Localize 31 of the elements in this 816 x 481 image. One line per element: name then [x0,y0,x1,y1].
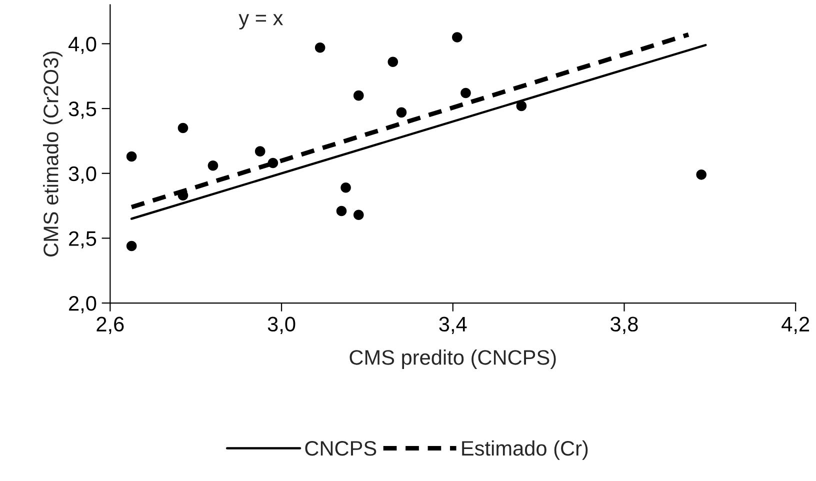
point [452,32,462,42]
x-axis-title: CMS predito (CNCPS) [350,350,556,369]
x-tick-label: 4,2 [782,316,810,334]
point [336,206,347,216]
point [340,182,351,193]
point [696,170,706,180]
y-axis-title: CMS etimado (Cr2O3) [43,52,62,256]
y-tick-label: 3,5 [68,102,96,119]
point [396,107,407,118]
x-tick-label: 3,0 [268,316,296,334]
point [314,42,326,53]
x-tick-label: 3,4 [439,316,467,334]
point [126,240,137,252]
point [516,100,527,112]
legend-label: CNCPS [305,440,376,456]
point [254,146,266,156]
y-tick-label: 3,0 [68,166,96,184]
point [460,88,471,98]
point [178,122,188,134]
annotation: y = x [238,14,284,30]
y-tick-label: 2,5 [69,231,96,248]
x-tick-label: 3,8 [610,316,638,334]
y-tick-label: 4,0 [68,36,96,54]
point [388,56,398,68]
y-tick-label: 2,0 [69,296,96,314]
point [126,151,137,162]
x-tick-label: 2,6 [96,316,124,334]
point [353,210,364,220]
point [208,160,218,171]
legend-label: Estimado (Cr) [462,440,588,460]
point [353,90,364,101]
